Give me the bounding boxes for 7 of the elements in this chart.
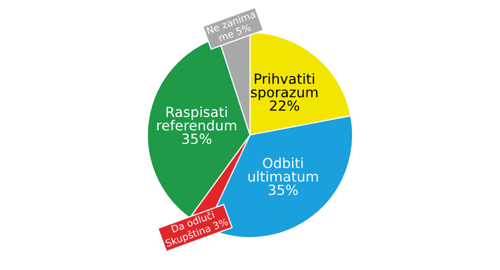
slice-label: Prihvatiti sporazum (250, 73, 318, 100)
data-label: 35% (182, 134, 212, 144)
data-label: 35% (268, 184, 298, 196)
data-label: 22% (270, 100, 300, 111)
slice-label: Odbiti ultimatum (248, 158, 318, 182)
slice-label: Ne zanima me 5% (206, 10, 256, 42)
slice-label: Raspisati referendum (157, 106, 236, 131)
